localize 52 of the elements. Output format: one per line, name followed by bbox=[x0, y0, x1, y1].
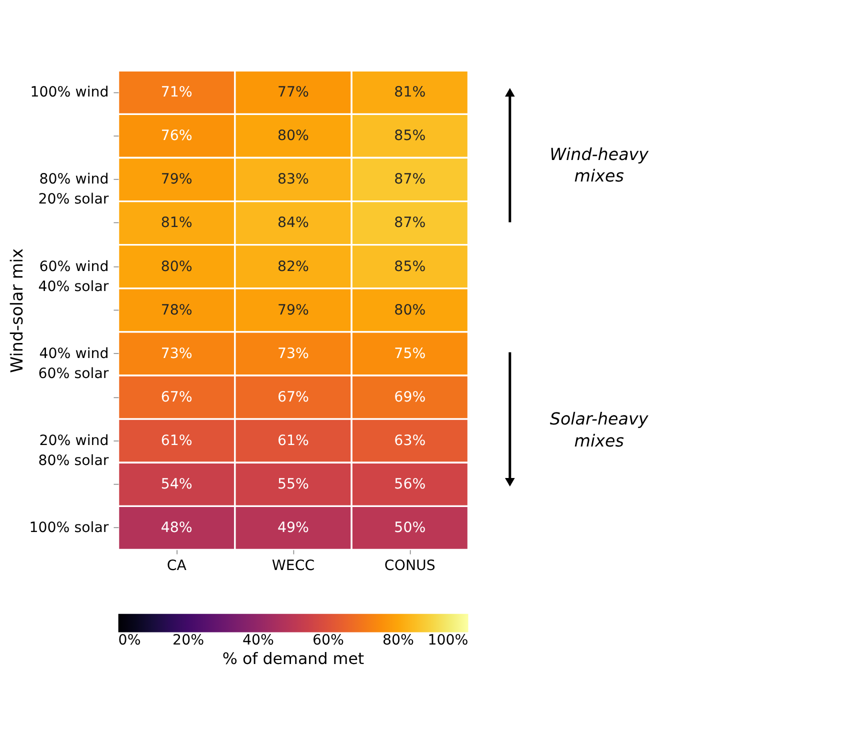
data-label: 54% bbox=[160, 476, 192, 493]
data-label: 80% bbox=[160, 258, 192, 275]
data-label: 87% bbox=[394, 172, 426, 188]
y-tick-label: 100% wind bbox=[30, 84, 109, 101]
data-label: 55% bbox=[278, 476, 310, 493]
data-label: 56% bbox=[394, 476, 426, 493]
data-label: 83% bbox=[278, 172, 310, 188]
data-label: 76% bbox=[160, 128, 192, 144]
data-label: 80% bbox=[278, 128, 310, 144]
y-tick-label: 60% wind 40% solar bbox=[38, 258, 109, 295]
y-tick-label: 80% wind 20% solar bbox=[38, 172, 109, 208]
data-label: 50% bbox=[394, 520, 426, 536]
x-tick-label: CA bbox=[166, 558, 187, 574]
data-label: 79% bbox=[278, 302, 310, 318]
data-label: 73% bbox=[278, 346, 310, 362]
color-bar-label: 60% bbox=[312, 632, 344, 649]
data-label: 81% bbox=[394, 84, 426, 101]
data-label: 67% bbox=[160, 389, 192, 406]
data-label: 73% bbox=[160, 346, 192, 362]
data-label: 63% bbox=[394, 433, 426, 449]
data-label: 85% bbox=[394, 258, 426, 275]
color-bar-label: 40% bbox=[242, 632, 274, 649]
data-label: 75% bbox=[394, 346, 426, 362]
data-label: 49% bbox=[278, 520, 310, 536]
color-bar-label: 100% bbox=[428, 632, 468, 649]
color-bar-label: 20% bbox=[172, 632, 204, 649]
data-label: 61% bbox=[160, 433, 192, 449]
text: Solar-heavy mixes bbox=[550, 410, 650, 450]
data-label: 79% bbox=[160, 172, 192, 188]
data-label: 67% bbox=[278, 389, 310, 406]
data-label: 85% bbox=[394, 128, 426, 144]
y-tick-label: 20% wind 80% solar bbox=[38, 433, 109, 469]
data-label: 84% bbox=[278, 215, 310, 232]
data-label: 61% bbox=[278, 433, 310, 449]
data-label: 87% bbox=[394, 215, 426, 232]
data-label: 48% bbox=[160, 520, 192, 536]
data-label: 69% bbox=[394, 389, 426, 406]
text: Wind-heavy mixes bbox=[550, 144, 650, 186]
x-tick-label: CONUS bbox=[384, 558, 436, 574]
data-label: 80% bbox=[394, 302, 426, 318]
y-axis-title: Wind-solar mix bbox=[8, 248, 27, 373]
y-tick-label: 100% solar bbox=[29, 520, 109, 536]
color-bar-label: 80% bbox=[382, 632, 414, 649]
color-bar-title: % of demand met bbox=[222, 648, 364, 668]
data-label: 82% bbox=[278, 258, 310, 275]
data-label: 78% bbox=[160, 302, 192, 318]
color-bar-label: 0% bbox=[118, 632, 141, 649]
data-label: 77% bbox=[278, 84, 310, 101]
y-tick-label: 40% wind 60% solar bbox=[38, 346, 109, 382]
data-label: 71% bbox=[160, 84, 192, 101]
data-label: 81% bbox=[160, 215, 192, 232]
x-tick-label: WECC bbox=[272, 558, 315, 574]
